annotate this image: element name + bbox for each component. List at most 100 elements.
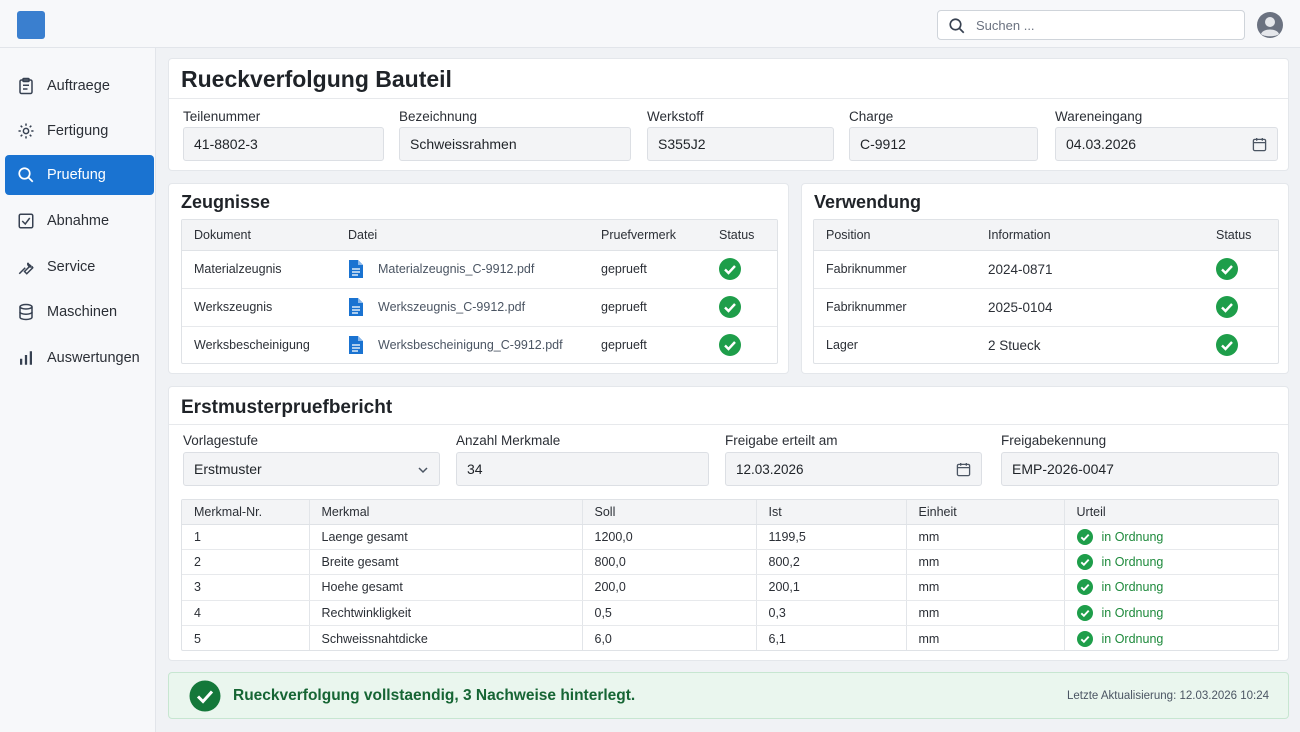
sidebar-item-fertigung[interactable]: Fertigung xyxy=(5,111,154,151)
table-row[interactable]: Fabriknummer 2024-0871 xyxy=(814,250,1278,289)
user-avatar-icon[interactable] xyxy=(1256,11,1284,39)
kennung-label: Freigabekennung xyxy=(1001,433,1107,448)
table-row[interactable]: 4 Rechtwinkligkeit 0,5 0,3 mm in Ordnung xyxy=(182,600,1278,627)
urteil-text: in Ordnung xyxy=(1101,605,1164,620)
col-header-merkmal-nr[interactable]: Merkmal-Nr. xyxy=(182,500,310,525)
col-header-urteil[interactable]: Urteil xyxy=(1064,500,1278,525)
check-circle-icon xyxy=(1076,604,1093,621)
sidebar-item-label: Auftraege xyxy=(47,78,110,94)
charge-field[interactable]: C-9912 xyxy=(849,127,1038,161)
check-circle-icon xyxy=(1216,258,1238,280)
freigabe-label: Freigabe erteilt am xyxy=(725,433,838,448)
einheit-cell: mm xyxy=(906,625,1065,650)
datei-cell[interactable]: Werkszeugnis_C-9912.pdf xyxy=(336,288,589,327)
table-row[interactable]: Lager 2 Stueck xyxy=(814,326,1278,363)
verwendung-title: Verwendung xyxy=(814,192,922,212)
col-header-einheit[interactable]: Einheit xyxy=(906,500,1065,525)
check-circle-icon xyxy=(1216,296,1238,318)
table-row[interactable]: 2 Breite gesamt 800,0 800,2 mm in Ordnun… xyxy=(182,549,1278,576)
soll-cell: 1200,0 xyxy=(582,524,757,550)
vorlagestufe-value: Erstmuster xyxy=(194,461,262,477)
sidebar-item-service[interactable]: Service xyxy=(5,247,154,287)
urteil-cell: in Ordnung xyxy=(1064,524,1278,550)
info-cell: 2025-0104 xyxy=(976,288,1204,327)
freigabe-value: 12.03.2026 xyxy=(736,462,804,477)
col-header-pruefvermerk[interactable]: Pruefvermerk xyxy=(589,220,707,251)
col-header-soll[interactable]: Soll xyxy=(582,500,757,525)
verwendung-card: Verwendung Position Information Status F… xyxy=(801,183,1289,374)
col-header-dokument[interactable]: Dokument xyxy=(182,220,336,251)
table-row[interactable]: Werkszeugnis Werkszeugnis_C-9912.pdf gep… xyxy=(182,288,777,327)
sidebar-item-label: Fertigung xyxy=(47,123,109,139)
datei-cell[interactable]: Materialzeugnis_C-9912.pdf xyxy=(336,250,589,289)
col-header-status[interactable]: Status xyxy=(1204,220,1278,251)
table-row[interactable]: Werksbescheinigung Werksbescheinigung_C-… xyxy=(182,326,777,363)
urteil-text: in Ordnung xyxy=(1101,529,1164,544)
vermerk-cell: geprueft xyxy=(589,250,707,289)
status-cell xyxy=(1204,288,1278,327)
teilenummer-field[interactable]: 41-8802-3 xyxy=(183,127,384,161)
nr-cell: 3 xyxy=(182,574,310,601)
werkstoff-label: Werkstoff xyxy=(647,109,704,124)
calendar-icon[interactable] xyxy=(956,462,971,477)
table-row[interactable]: Materialzeugnis Materialzeugnis_C-9912.p… xyxy=(182,250,777,289)
urteil-text: in Ordnung xyxy=(1101,555,1164,570)
urteil-cell: in Ordnung xyxy=(1064,574,1278,601)
soll-cell: 0,5 xyxy=(582,600,757,627)
werkstoff-field[interactable]: S355J2 xyxy=(647,127,834,161)
database-icon xyxy=(19,303,33,321)
zeugnisse-card: Zeugnisse Dokument Datei Pruefvermerk St… xyxy=(168,183,789,374)
nr-cell: 5 xyxy=(182,625,310,650)
freigabe-date-field[interactable]: 12.03.2026 xyxy=(725,452,982,486)
sidebar-item-auswertungen[interactable]: Auswertungen xyxy=(5,338,154,378)
check-circle-icon xyxy=(1076,630,1093,647)
col-header-information[interactable]: Information xyxy=(976,220,1204,251)
ist-cell: 800,2 xyxy=(756,549,907,576)
file-link[interactable]: Materialzeugnis_C-9912.pdf xyxy=(378,262,535,276)
chevron-down-icon xyxy=(418,467,428,474)
dokument-cell: Werkszeugnis xyxy=(182,288,336,327)
search-input[interactable] xyxy=(976,15,1236,35)
sidebar-item-maschinen[interactable]: Maschinen xyxy=(5,292,154,332)
table-row[interactable]: 1 Laenge gesamt 1200,0 1199,5 mm in Ordn… xyxy=(182,524,1278,550)
last-updated-text: Letzte Aktualisierung: 12.03.2026 10:24 xyxy=(1066,690,1269,702)
table-row[interactable]: Fabriknummer 2025-0104 xyxy=(814,288,1278,327)
merkmal-cell: Breite gesamt xyxy=(309,549,583,576)
calendar-icon[interactable] xyxy=(1252,137,1267,152)
app-logo[interactable] xyxy=(17,11,45,39)
status-cell xyxy=(707,288,777,327)
vermerk-cell: geprueft xyxy=(601,338,647,353)
document-file-icon xyxy=(349,260,363,278)
file-link[interactable]: Werksbescheinigung_C-9912.pdf xyxy=(378,338,563,353)
file-link[interactable]: Werkszeugnis_C-9912.pdf xyxy=(378,300,526,314)
sidebar-item-label: Pruefung xyxy=(47,167,106,183)
urteil-text: in Ordnung xyxy=(1101,580,1164,595)
wareneingang-field[interactable]: 04.03.2026 xyxy=(1055,127,1278,161)
table-row[interactable]: 3 Hoehe gesamt 200,0 200,1 mm in Ordnung xyxy=(182,574,1278,601)
col-header-position[interactable]: Position xyxy=(814,220,976,251)
vorlagestufe-select[interactable]: Erstmuster xyxy=(183,452,440,486)
col-header-status[interactable]: Status xyxy=(707,220,777,251)
check-circle-icon xyxy=(719,296,741,318)
col-header-datei[interactable]: Datei xyxy=(336,220,589,251)
urteil-text: in Ordnung xyxy=(1101,631,1164,646)
nr-cell: 2 xyxy=(182,549,310,576)
table-row[interactable]: 5 Schweissnahtdicke 6,0 6,1 mm in Ordnun… xyxy=(182,625,1278,650)
datei-cell[interactable]: Werksbescheinigung_C-9912.pdf xyxy=(336,326,589,363)
anzahl-label: Anzahl Merkmale xyxy=(456,433,561,448)
sidebar-item-pruefung[interactable]: Pruefung xyxy=(5,155,154,195)
ist-cell: 6,1 xyxy=(756,625,907,650)
urteil-cell: in Ordnung xyxy=(1064,600,1278,627)
kennung-field[interactable]: EMP-2026-0047 xyxy=(1001,452,1279,486)
part-card: Rueckverfolgung Bauteil Teilenummer 41-8… xyxy=(168,58,1289,171)
ist-cell: 1199,5 xyxy=(756,524,907,550)
col-header-ist[interactable]: Ist xyxy=(756,500,907,525)
col-header-merkmal[interactable]: Merkmal xyxy=(309,500,583,525)
check-circle-icon xyxy=(719,334,741,357)
sidebar-item-auftraege[interactable]: Auftraege xyxy=(5,66,154,106)
sidebar-item-abnahme[interactable]: Abnahme xyxy=(5,201,154,241)
anzahl-field[interactable]: 34 xyxy=(456,452,709,486)
search-box[interactable] xyxy=(937,10,1245,40)
einheit-cell: mm xyxy=(906,574,1065,601)
bezeichnung-field[interactable]: Schweissrahmen xyxy=(399,127,631,161)
